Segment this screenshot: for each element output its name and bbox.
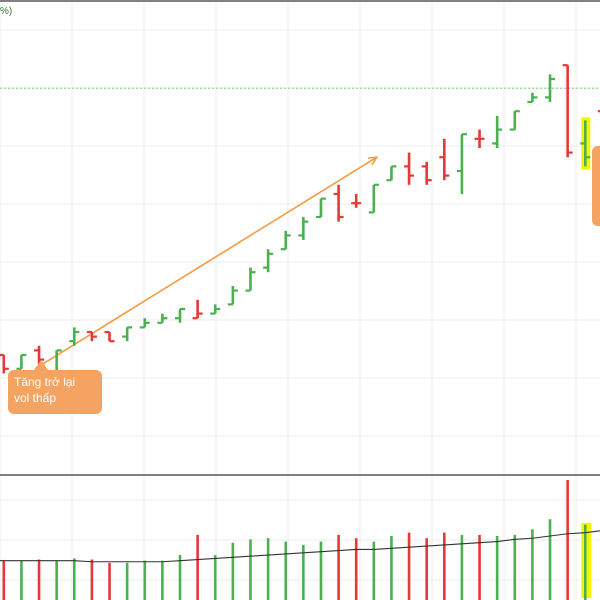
price-bar — [597, 110, 600, 113]
price-bar — [315, 197, 326, 219]
price-bar — [562, 64, 573, 158]
price-bar — [245, 267, 256, 292]
trend-arrow — [34, 156, 379, 370]
volume-ma-line — [0, 530, 600, 563]
price-bar — [157, 313, 168, 324]
trend-arrow-line — [34, 156, 378, 370]
price-bar — [298, 217, 309, 240]
trend-arrow-head — [367, 156, 379, 166]
price-bar — [545, 74, 556, 102]
price-bar — [227, 286, 238, 306]
volume-bars — [2, 480, 587, 600]
price-bar — [386, 165, 397, 182]
price-bar — [439, 138, 450, 181]
price-bar — [86, 330, 97, 342]
price-bar — [492, 115, 503, 148]
volume-moving-average — [0, 530, 600, 563]
price-bar — [351, 194, 362, 208]
price-bar — [368, 183, 379, 214]
callout-line-1: Tăng trở lại — [14, 375, 76, 389]
price-bar — [456, 133, 467, 194]
price-bar — [175, 307, 185, 323]
annotation-callout: Tăng trở lại vol thấp — [8, 360, 102, 414]
price-bar — [16, 353, 27, 370]
price-bar — [280, 230, 291, 251]
price-bar — [509, 110, 520, 131]
price-bar — [210, 304, 221, 315]
price-bar — [192, 299, 203, 320]
price-bars — [0, 64, 600, 378]
price-bar — [122, 326, 133, 342]
price-bar — [69, 327, 80, 346]
annotation-callout-right — [592, 146, 600, 226]
price-bar — [421, 161, 432, 185]
price-bar — [139, 318, 150, 329]
price-bar — [527, 92, 538, 104]
price-bar — [0, 353, 9, 374]
price-bar — [104, 330, 115, 343]
price-bar — [474, 129, 485, 148]
price-bar — [263, 249, 274, 273]
price-bar — [404, 152, 415, 185]
corner-label: %) — [0, 6, 13, 17]
price-bar — [580, 120, 591, 167]
callout-line-2: vol thấp — [14, 391, 57, 405]
price-bar — [333, 184, 344, 222]
